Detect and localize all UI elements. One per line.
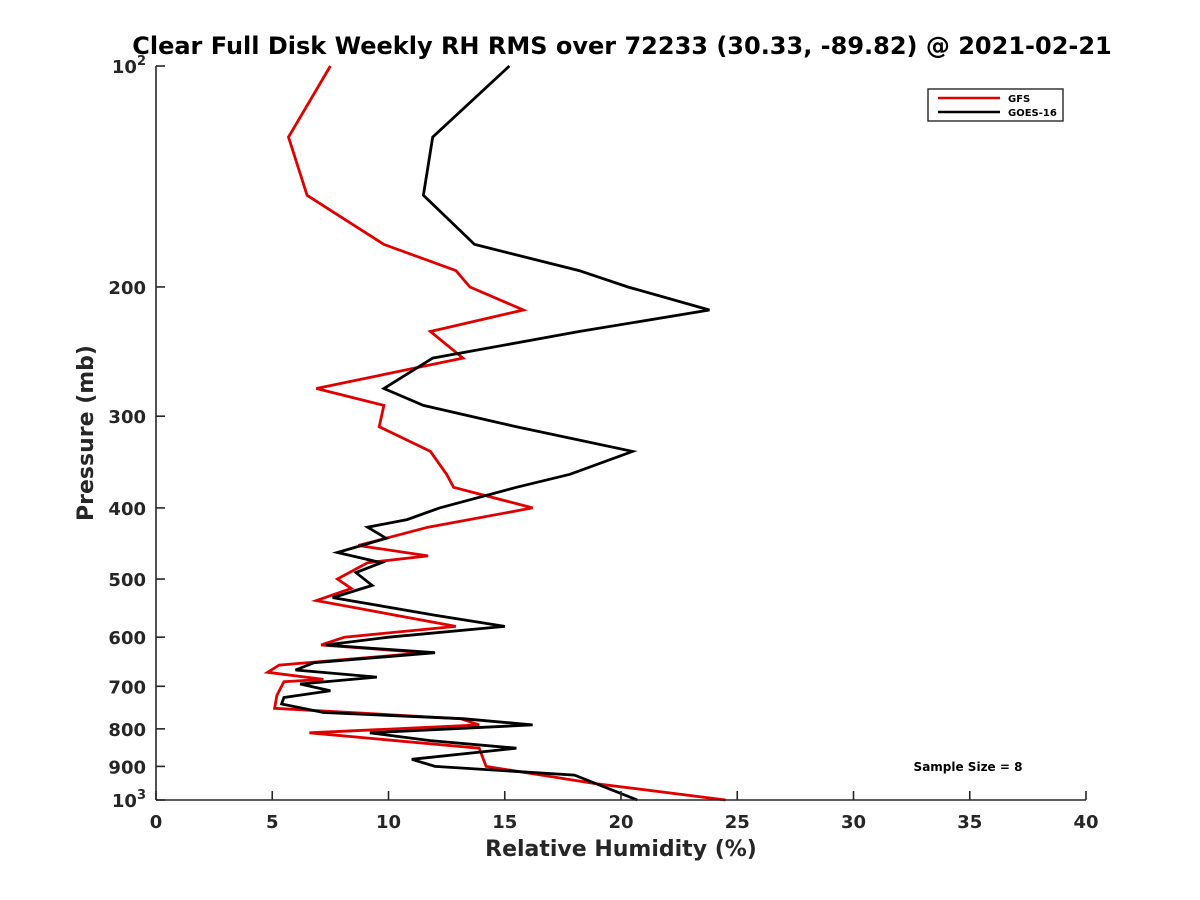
y-tick-label: 103 [112,788,146,812]
y-tick-label: 800 [108,720,146,741]
chart-title: Clear Full Disk Weekly RH RMS over 72233… [132,32,1112,60]
x-tick-label: 20 [608,812,633,833]
x-tick-label: 15 [492,812,517,833]
x-tick-label: 30 [841,812,866,833]
series-line-goes-16 [279,64,710,802]
legend-label: GFS [1008,94,1030,105]
x-tick-label: 5 [266,812,279,833]
y-axis-label: Pressure (mb) [74,345,99,521]
y-tick-label: 900 [108,757,146,778]
y-tick-label: 400 [108,499,146,520]
y-tick-label: 300 [108,407,146,428]
x-axis-label: Relative Humidity (%) [485,837,757,862]
legend-label: GOES-16 [1008,108,1057,119]
y-tick-label: 500 [108,570,146,591]
x-tick-label: 25 [725,812,750,833]
legend-box [927,88,1064,122]
axis-layer: 0 5 10 15 20 25 30 35 40 102 200 300 400 500 600 700 800… [108,54,1098,833]
y-tick-label: 200 [108,278,146,299]
y-tick-label: 700 [108,677,146,698]
series-layer [263,64,726,802]
y-tick-label: 102 [112,54,146,78]
x-tick-label: 40 [1073,812,1098,833]
x-tick-label: 10 [376,812,401,833]
y-tick-label: 600 [108,628,146,649]
x-tick-label: 0 [150,812,163,833]
sample-size-annotation: Sample Size = 8 [914,760,1023,774]
x-tick-label: 35 [957,812,982,833]
legend: GFS GOES-16 [927,88,1064,122]
